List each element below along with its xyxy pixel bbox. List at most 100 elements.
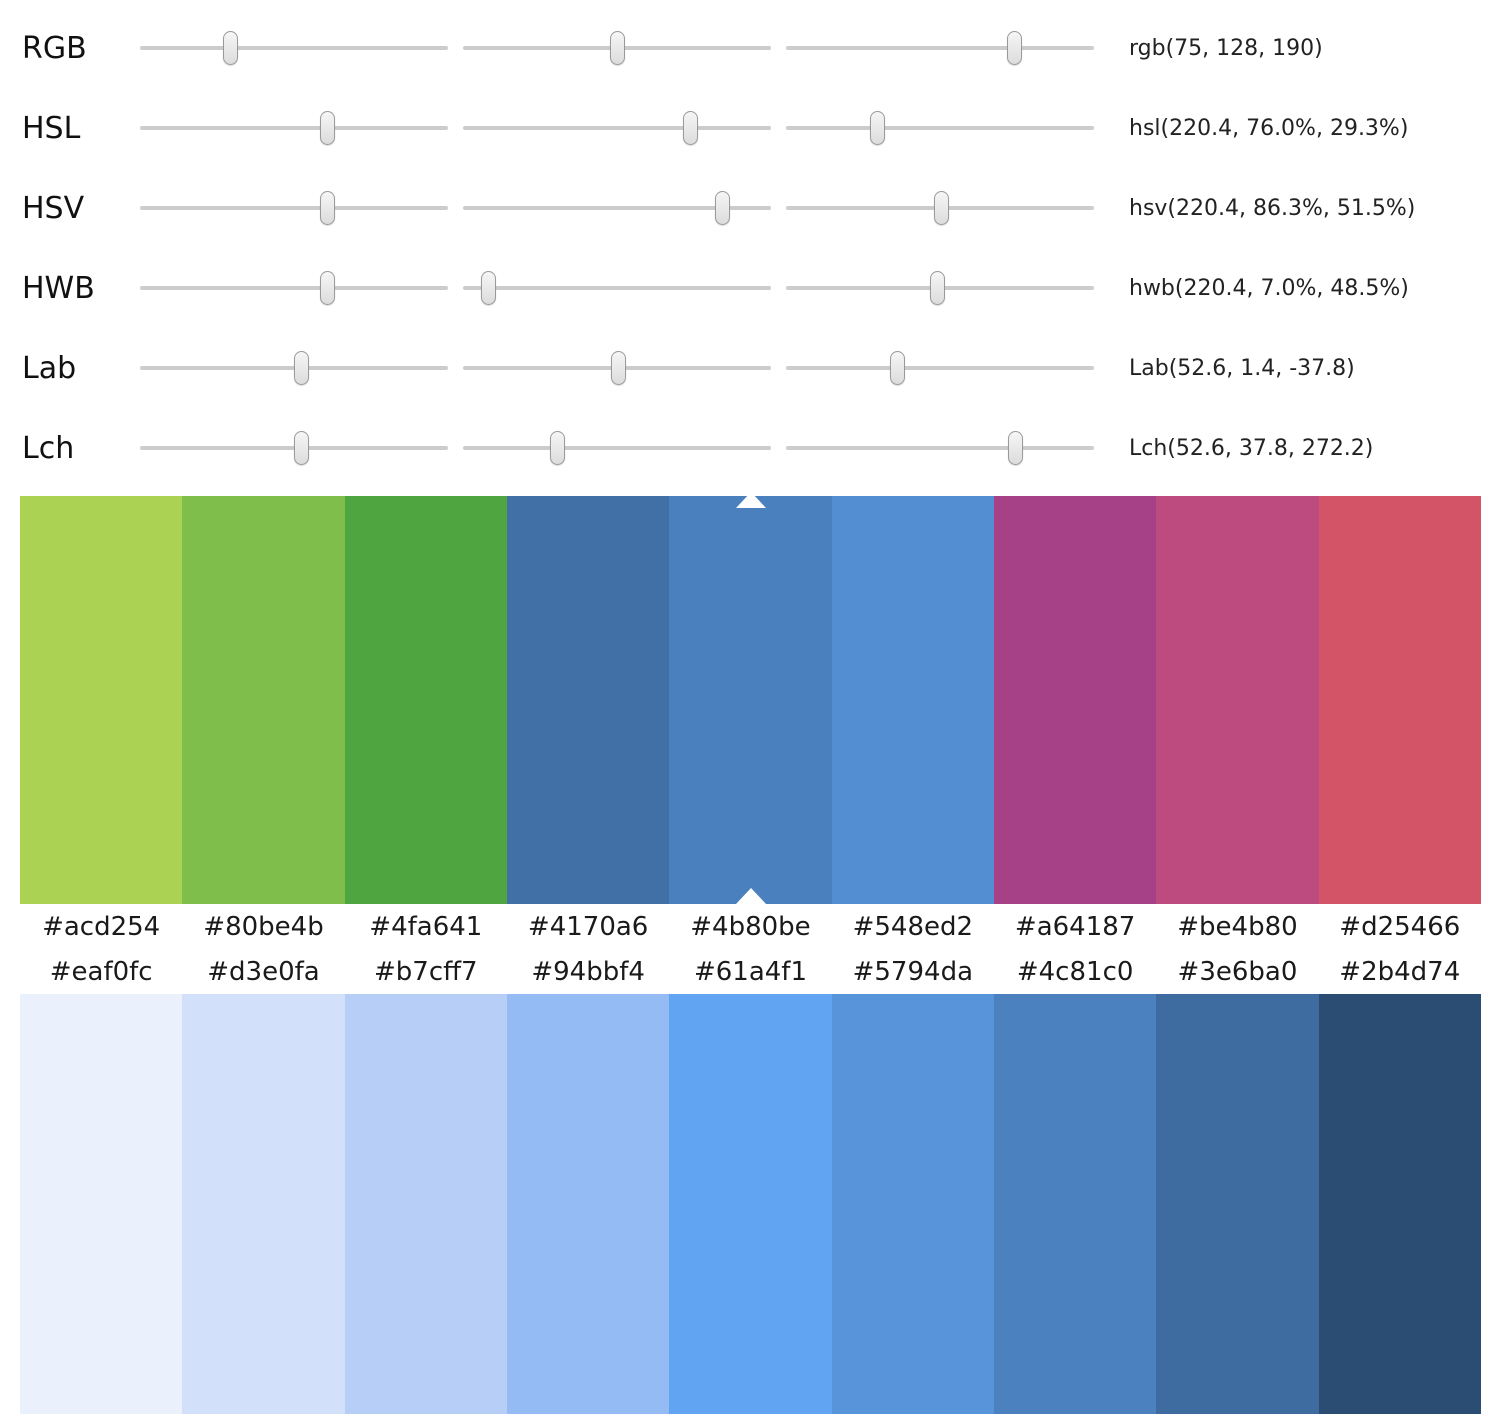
slider-track-line — [463, 206, 771, 210]
palette-bottom-swatch-8[interactable] — [1318, 994, 1481, 1414]
palette-bottom-hex-label-2: #b7cff7 — [374, 956, 478, 987]
slider-track-lch-3[interactable] — [786, 430, 1094, 466]
palette-bottom-swatch-6[interactable] — [993, 994, 1157, 1414]
slider-track-line — [463, 286, 771, 290]
slider-track-line — [786, 446, 1094, 450]
palette-top-hex-label-2: #4fa641 — [369, 911, 483, 942]
slider-handle-lab-1[interactable] — [294, 351, 309, 385]
slider-handle-rgb-2[interactable] — [609, 31, 625, 65]
slider-track-line — [463, 446, 771, 450]
slider-track-hsv-1[interactable] — [140, 190, 448, 226]
slider-handle-lch-3[interactable] — [1008, 431, 1024, 465]
palette-top-swatch-5[interactable] — [831, 496, 994, 904]
palette-top-swatch-7[interactable] — [1156, 496, 1319, 904]
color-value-hwb: hwb(220.4, 7.0%, 48.5%) — [1129, 275, 1409, 301]
slider-track-lch-1[interactable] — [140, 430, 448, 466]
palette-top-swatch-0[interactable] — [20, 496, 183, 904]
palette-top-hex-label-3: #4170a6 — [527, 911, 649, 942]
slider-handle-lab-3[interactable] — [890, 351, 906, 385]
colorspace-label-hsl: HSL — [22, 110, 81, 146]
colorspace-label-rgb: RGB — [22, 30, 87, 66]
slider-track-lab-1[interactable] — [140, 350, 448, 386]
slider-track-hsv-2[interactable] — [463, 190, 771, 226]
palette-bottom-swatch-2[interactable] — [344, 994, 507, 1414]
palette-bottom-hex-label-0: #eaf0fc — [49, 956, 153, 987]
slider-handle-hwb-2[interactable] — [481, 271, 497, 305]
slider-section: RGB rgb(75, 128, 190) HSL hsl(220.4, 76.0%,… — [0, 0, 1501, 488]
palette-bottom-swatch-0[interactable] — [20, 994, 183, 1414]
slider-track-hsl-2[interactable] — [463, 110, 771, 146]
slider-track-lch-2[interactable] — [463, 430, 771, 466]
slider-track-rgb-3[interactable] — [786, 30, 1094, 66]
slider-handle-lab-2[interactable] — [611, 351, 627, 385]
slider-row-lab: Lab Lab(52.6, 1.4, -37.8) — [0, 328, 1501, 408]
color-value-lab: Lab(52.6, 1.4, -37.8) — [1129, 355, 1355, 381]
slider-handle-rgb-1[interactable] — [222, 31, 238, 65]
slider-track-hsl-3[interactable] — [786, 110, 1094, 146]
slider-track-hsl-1[interactable] — [140, 110, 448, 146]
palette-top-swatch-1[interactable] — [182, 496, 345, 904]
slider-handle-hsv-1[interactable] — [320, 191, 336, 225]
palette-bottom-swatch-3[interactable] — [506, 994, 670, 1414]
slider-row-lch: Lch Lch(52.6, 37.8, 272.2) — [0, 408, 1501, 488]
slider-track-hwb-1[interactable] — [140, 270, 448, 306]
slider-track-line — [140, 46, 448, 50]
slider-track-rgb-2[interactable] — [463, 30, 771, 66]
colorspace-label-lch: Lch — [22, 430, 75, 466]
palette-top-strip — [20, 492, 1481, 904]
colorspace-label-hwb: HWB — [22, 270, 95, 306]
palette-bottom-labels: #eaf0fc #d3e0fa #b7cff7 #94bbf4 #61a4f1 #5794… — [20, 949, 1481, 994]
slider-handle-hwb-3[interactable] — [930, 271, 946, 305]
palette-top-hex-label-6: #a64187 — [1014, 911, 1136, 942]
slider-track-lab-3[interactable] — [786, 350, 1094, 386]
palette-bottom-hex-label-5: #5794da — [852, 956, 973, 987]
slider-track-rgb-1[interactable] — [140, 30, 448, 66]
palette-top-swatch-2[interactable] — [344, 496, 507, 904]
colorspace-label-hsv: HSV — [22, 190, 85, 226]
slider-track-line — [140, 206, 448, 210]
slider-row-hwb: HWB hwb(220.4, 7.0%, 48.5%) — [0, 248, 1501, 328]
palette-top-hex-label-7: #be4b80 — [1177, 911, 1298, 942]
palette-top-hex-label-0: #acd254 — [42, 911, 161, 942]
slider-row-hsv: HSV hsv(220.4, 86.3%, 51.5%) — [0, 168, 1501, 248]
slider-track-line — [140, 126, 448, 130]
slider-track-hsv-3[interactable] — [786, 190, 1094, 226]
slider-handle-hsl-3[interactable] — [870, 111, 886, 145]
color-value-rgb: rgb(75, 128, 190) — [1129, 35, 1323, 61]
slider-track-line — [786, 126, 1094, 130]
slider-row-hsl: HSL hsl(220.4, 76.0%, 29.3%) — [0, 88, 1501, 168]
slider-track-hwb-3[interactable] — [786, 270, 1094, 306]
palette-bottom-hex-label-1: #d3e0fa — [207, 956, 320, 987]
palette-top-swatch-8[interactable] — [1318, 496, 1481, 904]
palette-bottom-swatch-1[interactable] — [182, 994, 345, 1414]
slider-handle-rgb-3[interactable] — [1007, 31, 1023, 65]
slider-track-line — [786, 366, 1094, 370]
palette-top-hex-label-4: #4b80be — [690, 911, 811, 942]
slider-handle-lch-1[interactable] — [294, 431, 309, 465]
slider-track-line — [140, 286, 448, 290]
palette-top-swatch-3[interactable] — [506, 496, 670, 904]
slider-handle-lch-2[interactable] — [549, 431, 565, 465]
palette-bottom-swatch-5[interactable] — [831, 994, 994, 1414]
slider-track-hwb-2[interactable] — [463, 270, 771, 306]
colorspace-label-lab: Lab — [22, 350, 77, 386]
color-value-hsv: hsv(220.4, 86.3%, 51.5%) — [1129, 195, 1416, 221]
slider-handle-hsv-2[interactable] — [715, 191, 731, 225]
palette-top-swatch-6[interactable] — [993, 496, 1157, 904]
palette-bottom-swatch-7[interactable] — [1156, 994, 1319, 1414]
slider-handle-hsv-3[interactable] — [933, 191, 949, 225]
palette-top-swatch-4[interactable] — [669, 496, 832, 904]
slider-track-lab-2[interactable] — [463, 350, 771, 386]
slider-handle-hwb-1[interactable] — [320, 271, 336, 305]
palette-top-hex-label-1: #80be4b — [203, 911, 324, 942]
slider-handle-hsl-1[interactable] — [320, 111, 336, 145]
palette-bottom-hex-label-6: #4c81c0 — [1016, 956, 1134, 987]
palette-bottom-hex-label-7: #3e6ba0 — [1177, 956, 1298, 987]
palette-bottom-strip — [20, 994, 1481, 1414]
palette-top-hex-label-8: #d25466 — [1339, 911, 1461, 942]
slider-track-line — [463, 126, 771, 130]
palette-bottom-swatch-4[interactable] — [669, 994, 832, 1414]
palette-top-labels: #acd254 #80be4b #4fa641 #4170a6 #4b80be #548e… — [20, 904, 1481, 949]
slider-handle-hsl-2[interactable] — [682, 111, 698, 145]
